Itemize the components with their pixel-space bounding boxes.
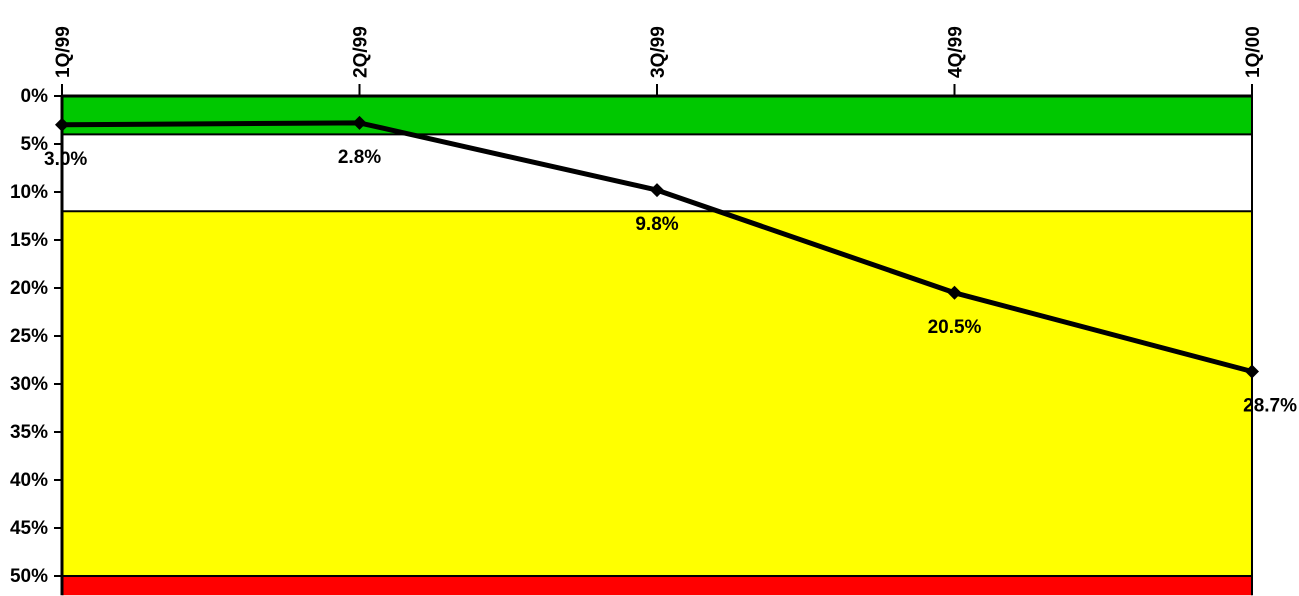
- y-tick-label: 0%: [21, 86, 49, 107]
- x-tick-label: 1Q/99: [53, 26, 74, 78]
- x-axis: 1Q/99 2Q/99 3Q/99 4Q/99 1Q/00: [53, 26, 1264, 96]
- y-tick-label: 5%: [21, 134, 49, 155]
- band-0: [62, 96, 1252, 135]
- data-label: 2.8%: [338, 147, 381, 168]
- x-tick-label: 2Q/99: [351, 26, 372, 78]
- y-axis: 0% 5% 10% 15% 20% 25% 30% 35% 40% 45% 50%: [10, 86, 64, 596]
- y-tick-label: 20%: [10, 278, 48, 299]
- x-tick-label: 3Q/99: [648, 26, 669, 78]
- threshold-bands: [62, 94, 1253, 596]
- data-label: 28.7%: [1243, 396, 1297, 417]
- data-label: 9.8%: [635, 214, 678, 235]
- y-tick-label: 40%: [10, 470, 48, 491]
- x-tick-label: 4Q/99: [946, 26, 967, 78]
- band-3: [62, 576, 1252, 596]
- data-point-marker: [55, 117, 69, 132]
- y-tick-label: 50%: [10, 566, 48, 587]
- band-1: [62, 134, 1252, 212]
- y-tick-label: 35%: [10, 422, 48, 443]
- data-point-marker: [947, 285, 962, 300]
- y-tick-label: 15%: [10, 230, 48, 251]
- data-point-marker: [1245, 364, 1259, 379]
- band-2: [62, 211, 1252, 576]
- series-group: 3.0% 2.8% 9.8% 20.5% 28.7%: [44, 115, 1297, 417]
- y-tick-label: 45%: [10, 518, 48, 539]
- y-tick-label: 30%: [10, 374, 48, 395]
- data-label: 20.5%: [928, 317, 982, 338]
- y-tick-label: 25%: [10, 326, 48, 347]
- y-tick-label: 10%: [10, 182, 48, 203]
- x-tick-label: 1Q/00: [1243, 26, 1264, 78]
- data-point-marker: [650, 183, 664, 198]
- data-label: 3.0%: [44, 149, 87, 170]
- data-point-marker: [352, 115, 367, 130]
